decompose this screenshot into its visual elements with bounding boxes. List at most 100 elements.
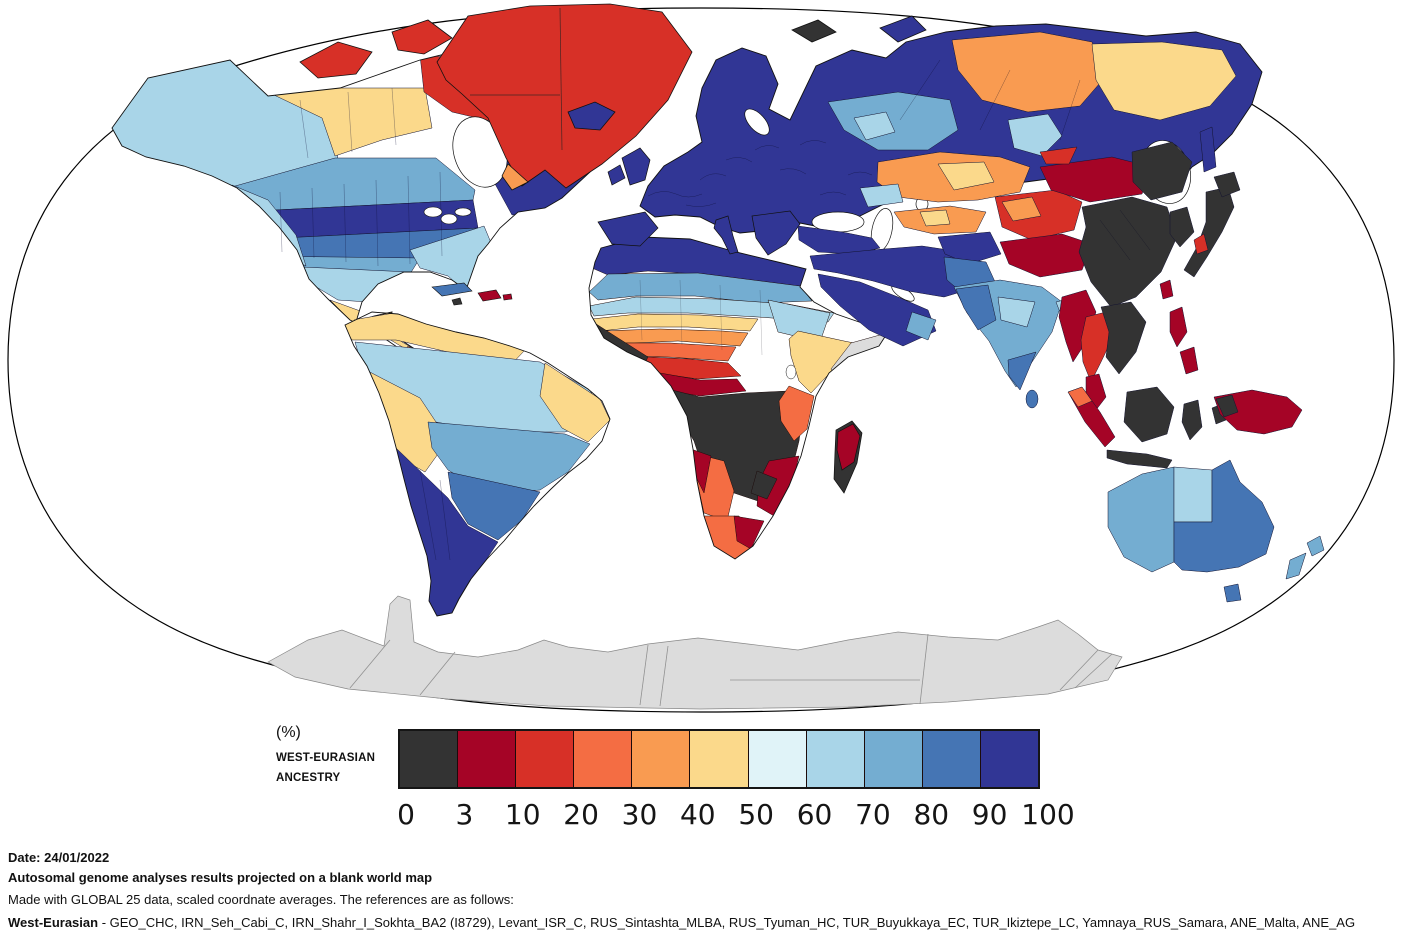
region-australia-nt [1173, 466, 1213, 523]
region-java [1106, 449, 1173, 469]
region-canada-central [271, 87, 433, 157]
legend-tick-20: 20 [563, 798, 599, 831]
region-manchuria [1131, 141, 1193, 201]
region-japan-honshu [1183, 186, 1235, 278]
region-sakhalin [1199, 126, 1217, 173]
region-west-papua [1215, 394, 1239, 418]
method-line: Made with GLOBAL 25 data, scaled coordna… [8, 892, 514, 907]
region-moz-black-patch [750, 470, 778, 500]
legend-tick-80: 80 [913, 798, 950, 831]
legend-swatch-50-60 [748, 731, 807, 787]
africa-coastline [588, 236, 889, 560]
region-arctic-island-2 [391, 19, 453, 55]
region-borneo [1123, 386, 1175, 443]
legend-tick-10: 10 [504, 798, 541, 831]
region-iceland [567, 101, 616, 131]
references-label: West-Eurasian [8, 914, 99, 930]
region-afghanistan [937, 231, 1002, 265]
legend-labels: (%) WEST-EURASIAN ANCESTRY [276, 724, 396, 788]
region-cuba [431, 282, 473, 297]
region-tibet [999, 233, 1093, 278]
antarctica-division-lines [349, 633, 1113, 707]
region-nz-north [1306, 535, 1325, 557]
region-japan-red-patch [1193, 233, 1209, 255]
greenland-border-lines [470, 7, 563, 151]
region-arabia [817, 273, 937, 347]
region-sahara-band-1 [589, 272, 813, 304]
legend-swatch-20-30 [574, 731, 633, 787]
region-greenland-south-tip [501, 163, 529, 191]
region-antarctica [267, 595, 1123, 710]
region-iberia [597, 211, 659, 247]
legend-tick-100: 100 [1021, 798, 1075, 831]
sa-province-lines [419, 469, 451, 561]
region-ireland [607, 164, 626, 186]
baltic-sea [744, 108, 770, 136]
legend-tick-50: 50 [738, 798, 774, 831]
footer-notes: Date: 24/01/2022 Autosomal genome analys… [8, 848, 1398, 932]
region-india-west [955, 284, 997, 331]
region-tuva [1039, 146, 1078, 165]
legend-tick-60: 60 [796, 798, 833, 831]
region-greenland [436, 3, 693, 189]
legend-title-line1: WEST-EURASIAN [276, 752, 376, 764]
references-text: - GEO_CHC, IRN_Seh_Cabi_C, IRN_Shahr_I_S… [98, 914, 1356, 930]
region-russia-west-blue [827, 91, 959, 151]
south-america-zones [345, 312, 610, 616]
region-tasmania [1223, 583, 1242, 603]
legend-tick-40: 40 [679, 798, 716, 831]
region-yakutia [1091, 41, 1237, 121]
region-nz-south [1285, 552, 1307, 580]
legend-colorbar [398, 729, 1040, 789]
legend-swatch-40-50 [690, 731, 749, 787]
region-arctic-island-1 [299, 41, 373, 79]
legend-tick-0: 0 [397, 798, 415, 831]
region-kenya-tanzania [778, 385, 815, 442]
region-hispaniola [477, 289, 502, 302]
region-novaya-zemlya [879, 15, 927, 43]
legend-tick-70: 70 [855, 798, 891, 831]
region-kazakhstan-yellow [937, 161, 995, 191]
legend-unit: (%) [276, 724, 301, 741]
region-siberia-north [951, 31, 1107, 113]
region-madagascar-north [836, 423, 861, 471]
caribbean [431, 282, 513, 306]
references-line: West-Eurasian - GEO_CHC, IRN_Seh_Cabi_C,… [8, 913, 1398, 933]
legend-title-line2: ANCESTRY [276, 772, 341, 784]
legend-swatch-0-3 [400, 731, 459, 787]
eurasia-regions [797, 31, 1325, 603]
lake-victoria [785, 364, 797, 380]
legend-swatch-60-70 [806, 731, 865, 787]
region-new-guinea [1213, 389, 1303, 435]
world-map-svg [7, 3, 1395, 713]
region-italy [713, 215, 739, 255]
region-myanmar [1058, 289, 1097, 363]
map-title: Autosomal genome analyses results projec… [8, 869, 433, 885]
region-xinjiang-orange [1001, 196, 1042, 222]
region-jamaica [451, 297, 463, 306]
region-gulf-coast [905, 311, 937, 341]
region-svalbard [791, 19, 837, 43]
region-australia-east [1173, 459, 1275, 573]
region-central-asia-yellow [919, 209, 951, 227]
region-yakutia-lightblue [1007, 113, 1063, 157]
region-sahel-yellow [591, 313, 759, 332]
arctic-islands [299, 3, 927, 191]
region-sulawesi [1181, 399, 1203, 441]
region-australia-west [1107, 466, 1175, 573]
legend-ticks: 0 3 10 20 30 40 50 60 70 80 90 100 [397, 798, 1075, 834]
madagascar-group [833, 420, 863, 494]
region-central-brazil [427, 421, 591, 495]
legend-swatch-90-100 [980, 731, 1039, 787]
region-puerto-rico [502, 293, 513, 301]
great-lakes [423, 206, 472, 225]
legend-swatch-30-40 [632, 731, 691, 787]
region-sumatra-north [1067, 386, 1093, 408]
legend-swatch-80-90 [922, 731, 981, 787]
us-state-lines [279, 87, 443, 267]
region-taiwan [1159, 279, 1174, 300]
legend-swatch-10-20 [516, 731, 575, 787]
region-indochina [1100, 301, 1147, 375]
africa-district-lines [639, 279, 763, 356]
